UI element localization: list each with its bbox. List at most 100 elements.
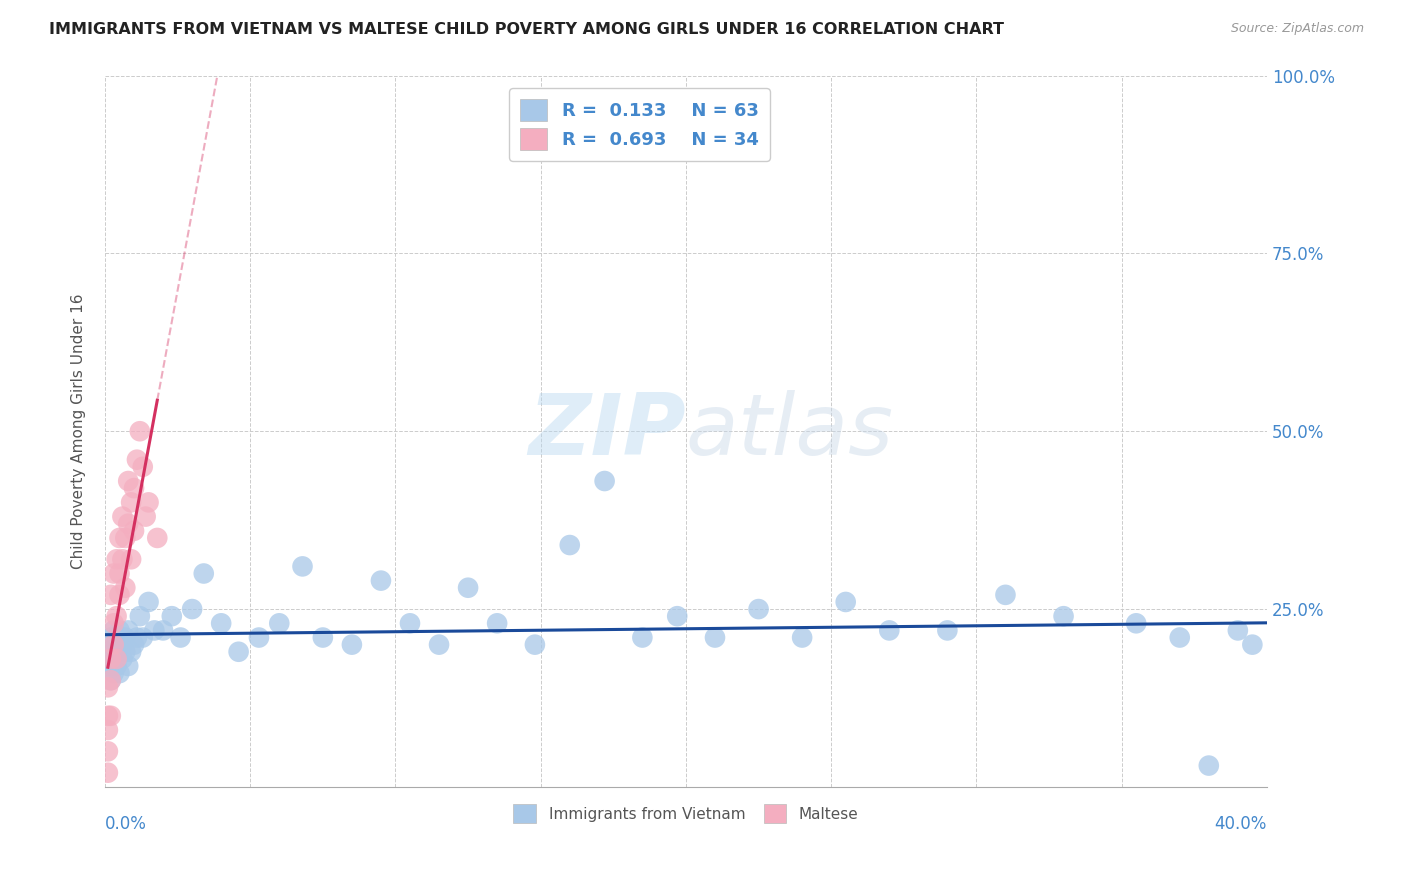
Point (108, 666, 131, 681)
Point (1168, 631, 1191, 645)
Point (122, 638, 145, 652)
Point (152, 624, 174, 638)
Point (877, 624, 900, 638)
Point (117, 624, 139, 638)
Point (100, 652, 122, 666)
Point (105, 552, 128, 566)
Point (370, 574, 392, 588)
Point (593, 474, 616, 488)
Point (666, 609, 689, 624)
Point (247, 631, 270, 645)
Point (128, 609, 150, 624)
Point (117, 516, 139, 531)
Point (269, 616, 291, 631)
Point (120, 495, 142, 509)
Point (704, 631, 727, 645)
Point (117, 474, 139, 488)
Point (105, 631, 128, 645)
Point (128, 424, 150, 438)
Text: ZIP: ZIP (529, 390, 686, 473)
Point (111, 652, 134, 666)
Point (936, 624, 959, 638)
Point (108, 638, 131, 652)
Point (228, 645, 250, 659)
Y-axis label: Child Poverty Among Girls Under 16: Child Poverty Among Girls Under 16 (72, 293, 86, 569)
Point (103, 666, 125, 681)
Point (160, 609, 183, 624)
Point (114, 645, 136, 659)
Point (97, 645, 120, 659)
Text: atlas: atlas (686, 390, 894, 473)
Point (105, 659, 128, 673)
Point (97, 723, 120, 737)
Point (169, 631, 191, 645)
Point (114, 581, 136, 595)
Point (1226, 624, 1249, 638)
Point (100, 673, 122, 688)
Point (427, 638, 450, 652)
Point (105, 645, 128, 659)
Point (111, 638, 134, 652)
Point (97, 659, 120, 673)
Point (103, 638, 125, 652)
Point (103, 566, 125, 581)
Point (122, 481, 145, 495)
Point (100, 631, 122, 645)
Text: 40.0%: 40.0% (1215, 815, 1267, 833)
Point (135, 509, 157, 524)
Point (97, 744, 120, 758)
Point (105, 652, 128, 666)
Point (108, 531, 131, 545)
Point (111, 552, 134, 566)
Point (108, 624, 131, 638)
Point (1241, 638, 1264, 652)
Point (103, 616, 125, 631)
Point (834, 595, 856, 609)
Point (122, 524, 145, 538)
Point (114, 631, 136, 645)
Point (108, 566, 131, 581)
Point (103, 638, 125, 652)
Point (193, 566, 215, 581)
Point (138, 495, 160, 509)
Point (103, 624, 125, 638)
Point (132, 459, 155, 474)
Point (100, 673, 122, 688)
Point (132, 631, 155, 645)
Text: 0.0%: 0.0% (105, 815, 146, 833)
Point (103, 645, 125, 659)
Point (100, 588, 122, 602)
Point (209, 616, 232, 631)
Point (143, 624, 166, 638)
Point (558, 538, 581, 552)
Point (399, 616, 422, 631)
Point (146, 531, 169, 545)
Point (523, 638, 546, 652)
Point (97, 765, 120, 780)
Text: Source: ZipAtlas.com: Source: ZipAtlas.com (1230, 22, 1364, 36)
Point (138, 595, 160, 609)
Point (340, 638, 363, 652)
Point (291, 559, 314, 574)
Point (631, 631, 654, 645)
Point (120, 645, 142, 659)
Point (1125, 616, 1147, 631)
Point (792, 631, 814, 645)
Point (100, 652, 122, 666)
Point (125, 452, 148, 467)
Point (181, 602, 204, 616)
Point (111, 509, 134, 524)
Point (1052, 609, 1074, 624)
Text: IMMIGRANTS FROM VIETNAM VS MALTESE CHILD POVERTY AMONG GIRLS UNDER 16 CORRELATIO: IMMIGRANTS FROM VIETNAM VS MALTESE CHILD… (49, 22, 1004, 37)
Point (100, 708, 122, 723)
Point (1198, 758, 1220, 772)
Point (97, 681, 120, 695)
Point (486, 616, 509, 631)
Point (125, 631, 148, 645)
Point (97, 708, 120, 723)
Point (312, 631, 335, 645)
Point (457, 581, 479, 595)
Point (108, 588, 131, 602)
Point (120, 552, 142, 566)
Point (117, 659, 139, 673)
